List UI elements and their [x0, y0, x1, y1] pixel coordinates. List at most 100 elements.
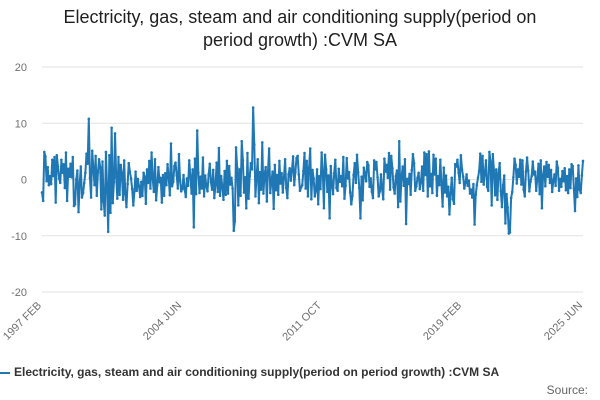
data-point [397, 139, 401, 143]
data-point [210, 188, 214, 191]
data-point [326, 190, 329, 194]
data-point [565, 174, 569, 178]
data-point [360, 175, 363, 178]
data-point [468, 192, 472, 195]
data-point [209, 181, 213, 184]
data-point [506, 206, 509, 209]
y-tick-label: 20 [15, 62, 27, 74]
data-point [275, 173, 279, 177]
data-point [279, 182, 282, 185]
data-point [62, 163, 65, 166]
data-point [207, 173, 210, 176]
data-point [314, 189, 318, 193]
data-point [378, 190, 382, 193]
data-point [281, 191, 285, 194]
data-point [466, 184, 470, 187]
data-point [121, 198, 125, 202]
data-point [469, 188, 473, 191]
data-point [154, 199, 158, 202]
data-point [134, 170, 137, 173]
data-point [273, 163, 277, 167]
data-point [484, 159, 488, 162]
data-point [88, 176, 92, 180]
data-point [142, 171, 145, 175]
data-point [472, 182, 475, 186]
data-point [413, 189, 417, 193]
data-point [280, 172, 283, 175]
data-point [383, 157, 386, 160]
data-point [186, 184, 190, 187]
data-point [501, 183, 505, 187]
data-point [541, 173, 545, 177]
data-point [386, 176, 390, 180]
data-point [399, 200, 402, 203]
data-point [76, 169, 79, 172]
data-point [192, 226, 196, 229]
data-point [455, 165, 458, 168]
data-point [194, 192, 198, 196]
data-point [215, 161, 218, 164]
data-point [419, 181, 423, 184]
data-point [457, 171, 460, 175]
data-point [174, 161, 177, 164]
data-point [289, 179, 293, 182]
data-point [490, 204, 493, 207]
data-point [276, 193, 280, 196]
data-point [305, 159, 309, 163]
data-point [291, 155, 295, 158]
data-point [393, 192, 396, 195]
data-point [361, 199, 365, 202]
data-point [302, 169, 305, 173]
data-point [287, 173, 290, 176]
data-point [295, 156, 298, 160]
data-point [226, 192, 230, 195]
data-point [483, 172, 487, 175]
data-point [170, 184, 174, 188]
data-point [183, 188, 186, 191]
data-point [528, 190, 531, 193]
data-point [102, 200, 105, 203]
data-point [257, 201, 261, 205]
data-point [195, 129, 199, 132]
data-point [87, 117, 91, 121]
data-point [572, 187, 576, 190]
data-point [77, 210, 80, 214]
data-point [411, 152, 415, 156]
data-point [265, 200, 269, 203]
data-point [58, 181, 62, 185]
data-point [282, 175, 286, 179]
data-point [440, 183, 443, 186]
legend[interactable]: Electricity, gas, steam and air conditio… [0, 365, 600, 383]
data-point [290, 168, 294, 172]
data-point [372, 159, 376, 162]
data-point [213, 196, 216, 200]
data-point [117, 155, 120, 159]
y-tick-label: -20 [11, 287, 27, 299]
data-point [114, 175, 118, 179]
data-point [431, 191, 434, 195]
data-point [387, 151, 391, 155]
data-point [272, 207, 275, 211]
data-point [459, 154, 463, 157]
data-point [203, 174, 207, 177]
data-point [515, 182, 519, 185]
data-point [177, 152, 181, 156]
data-point [80, 196, 84, 199]
data-point [189, 174, 192, 178]
data-point [376, 175, 379, 179]
data-point [109, 211, 112, 214]
data-point [544, 184, 547, 188]
data-point [577, 164, 580, 167]
data-point [529, 180, 532, 184]
data-point [344, 184, 347, 187]
data-point [97, 157, 101, 161]
data-point [504, 222, 507, 225]
legend-label: Electricity, gas, steam and air conditio… [14, 365, 500, 379]
data-point [412, 161, 416, 165]
data-point [303, 151, 306, 155]
data-point [202, 195, 206, 198]
data-point [434, 157, 438, 160]
data-point [84, 171, 87, 175]
data-point [42, 150, 46, 154]
